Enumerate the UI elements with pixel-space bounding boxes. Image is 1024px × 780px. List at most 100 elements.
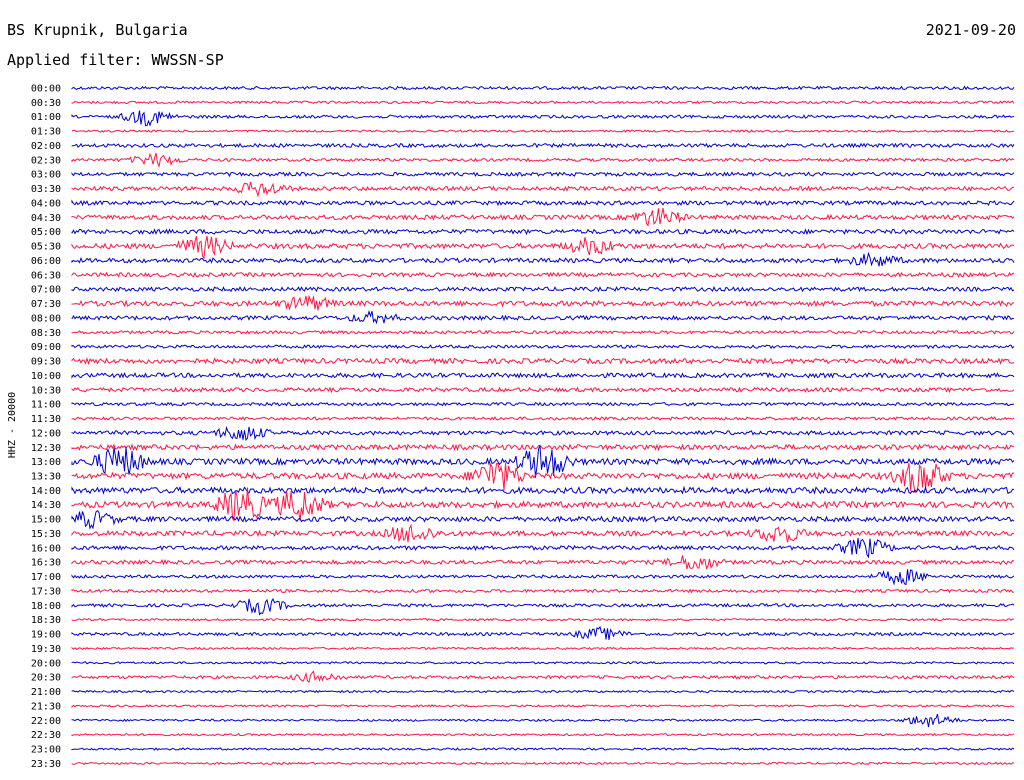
row-time-label: 15:00 <box>31 515 61 526</box>
trace-line <box>71 761 1015 766</box>
row-time-label: 19:00 <box>31 630 61 641</box>
filter-label: Applied filter: WWSSN-SP <box>7 51 224 69</box>
row-time-label: 10:00 <box>31 371 61 382</box>
trace-line <box>71 181 1015 198</box>
row-time-label: 18:00 <box>31 601 61 612</box>
row-time-label: 06:00 <box>31 256 61 267</box>
row-time-label: 10:30 <box>31 385 61 396</box>
row-time-label: 17:30 <box>31 586 61 597</box>
trace-line <box>71 129 1015 133</box>
row-time-label: 08:30 <box>31 328 61 339</box>
trace-line <box>71 100 1015 105</box>
trace-line <box>71 371 1015 379</box>
trace-line <box>71 110 1015 127</box>
trace-line <box>71 344 1015 350</box>
trace-line <box>71 704 1015 709</box>
row-time-label: 07:00 <box>31 285 61 296</box>
row-time-label: 12:00 <box>31 428 61 439</box>
trace-line <box>71 509 1015 530</box>
row-time-label: 08:00 <box>31 313 61 324</box>
row-time-label: 02:30 <box>31 155 61 166</box>
row-time-label: 23:00 <box>31 745 61 756</box>
trace-line <box>71 294 1015 311</box>
trace-line <box>71 310 1015 325</box>
trace-line <box>71 285 1015 293</box>
trace-line <box>71 597 1015 616</box>
row-time-label: 17:00 <box>31 572 61 583</box>
row-time-label: 05:00 <box>31 227 61 238</box>
row-time-label: 07:30 <box>31 299 61 310</box>
row-time-label: 16:00 <box>31 543 61 554</box>
trace-line <box>71 251 1015 267</box>
row-time-label: 14:30 <box>31 500 61 511</box>
trace-line <box>71 207 1015 227</box>
trace-line <box>71 357 1015 366</box>
row-time-label: 04:00 <box>31 198 61 209</box>
row-time-label: 15:30 <box>31 529 61 540</box>
row-time-label: 01:00 <box>31 112 61 123</box>
row-time-label: 11:00 <box>31 400 61 411</box>
row-time-label: 02:00 <box>31 141 61 152</box>
row-time-label: 21:30 <box>31 701 61 712</box>
trace-line <box>71 485 1015 495</box>
row-time-label: 14:00 <box>31 486 61 497</box>
trace-line <box>71 487 1015 522</box>
row-time-label: 01:30 <box>31 127 61 138</box>
row-time-label: 20:00 <box>31 658 61 669</box>
trace-line <box>71 171 1015 178</box>
trace-line <box>71 555 1015 570</box>
trace-line <box>71 401 1015 407</box>
trace-line <box>71 537 1015 559</box>
trace-line <box>71 523 1015 543</box>
trace-line <box>71 152 1015 169</box>
trace-line <box>71 271 1015 278</box>
date-label: 2021-09-20 <box>925 21 1016 39</box>
trace-line <box>71 443 1015 452</box>
row-time-label: 21:00 <box>31 687 61 698</box>
trace-line <box>71 425 1015 442</box>
row-time-label: 20:30 <box>31 673 61 684</box>
trace-line <box>71 689 1015 694</box>
trace-line <box>71 416 1015 421</box>
row-time-label: 22:00 <box>31 716 61 727</box>
row-time-label: 11:30 <box>31 414 61 425</box>
trace-line <box>71 732 1015 737</box>
row-time-label: 13:00 <box>31 457 61 468</box>
trace-line <box>71 713 1015 728</box>
row-time-label: 13:30 <box>31 471 61 482</box>
row-time-label: 00:00 <box>31 84 61 95</box>
row-time-label: 03:30 <box>31 184 61 195</box>
trace-line <box>71 661 1015 665</box>
y-axis-label: HHZ - 20000 <box>7 392 18 458</box>
trace-line <box>71 625 1015 640</box>
trace-line <box>71 646 1015 651</box>
trace-line <box>71 199 1015 207</box>
trace-line <box>71 142 1015 149</box>
station-title: BS Krupnik, Bulgaria <box>7 21 188 39</box>
trace-line <box>71 588 1015 594</box>
row-time-label: 03:00 <box>31 170 61 181</box>
trace-line <box>71 670 1015 683</box>
row-time-label: 16:30 <box>31 558 61 569</box>
trace-line <box>71 85 1015 91</box>
row-time-label: 04:30 <box>31 213 61 224</box>
trace-line <box>71 228 1015 236</box>
trace-line <box>71 569 1015 586</box>
row-time-label: 12:30 <box>31 443 61 454</box>
row-time-label: 05:30 <box>31 242 61 253</box>
trace-line <box>71 462 1014 494</box>
row-time-label: 19:30 <box>31 644 61 655</box>
row-time-label: 09:00 <box>31 342 61 353</box>
row-time-label: 18:30 <box>31 615 61 626</box>
trace-line <box>71 445 1015 478</box>
trace-line <box>71 617 1015 622</box>
trace-line <box>71 386 1015 394</box>
row-time-label: 09:30 <box>31 357 61 368</box>
row-time-label: 06:30 <box>31 270 61 281</box>
row-time-label: 23:30 <box>31 759 61 770</box>
row-time-label: 22:30 <box>31 730 61 741</box>
trace-line <box>71 747 1015 751</box>
trace-line <box>71 235 1015 260</box>
trace-line <box>71 329 1015 335</box>
